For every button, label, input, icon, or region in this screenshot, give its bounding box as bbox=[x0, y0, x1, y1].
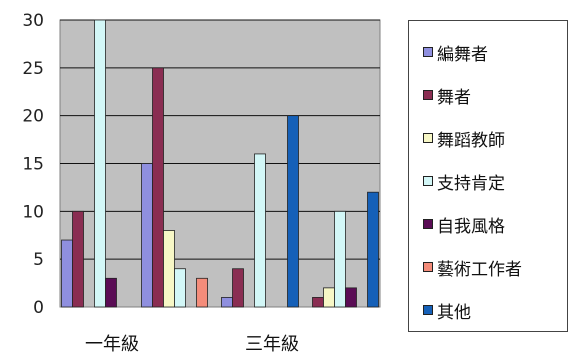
bar-1-2 bbox=[232, 268, 244, 308]
bar-4-3 bbox=[345, 287, 357, 308]
y-axis-ticks: 0 5 10 15 20 25 30 bbox=[22, 11, 44, 318]
legend-swatch bbox=[423, 90, 433, 100]
bar-0-1 bbox=[141, 163, 153, 308]
category-label: 一年級 bbox=[85, 334, 139, 355]
legend-label: 自我風格 bbox=[437, 216, 505, 237]
bar-3-0 bbox=[94, 19, 106, 308]
legend-item: 編舞者 bbox=[423, 39, 488, 65]
y-tick-label: 25 bbox=[22, 59, 44, 79]
y-tick-label: 0 bbox=[33, 298, 44, 318]
bar-6-3 bbox=[367, 191, 379, 308]
legend-label: 支持肯定 bbox=[437, 173, 505, 194]
legend-swatch bbox=[423, 176, 433, 186]
category-label: 三年級 bbox=[245, 334, 299, 355]
legend-label: 舞蹈教師 bbox=[437, 130, 505, 151]
legend-label: 藝術工作者 bbox=[437, 259, 522, 280]
legend: 編舞者舞者舞蹈教師支持肯定自我風格藝術工作者其他 bbox=[408, 20, 568, 332]
bar-5-1 bbox=[196, 277, 208, 308]
legend-swatch bbox=[423, 219, 433, 229]
bar-0-0 bbox=[61, 239, 73, 308]
bar-2-1 bbox=[163, 230, 175, 308]
legend-item: 自我風格 bbox=[423, 211, 505, 237]
y-tick-label: 30 bbox=[22, 11, 44, 31]
bar-1-1 bbox=[152, 67, 164, 308]
legend-item: 藝術工作者 bbox=[423, 254, 522, 280]
legend-item: 支持肯定 bbox=[423, 168, 505, 194]
legend-label: 其他 bbox=[437, 302, 471, 323]
legend-label: 舞者 bbox=[437, 87, 471, 108]
bar-3-3 bbox=[334, 210, 346, 308]
bar-4-0 bbox=[105, 277, 117, 308]
legend-item: 其他 bbox=[423, 297, 471, 323]
bars bbox=[61, 19, 379, 308]
legend-swatch bbox=[423, 47, 433, 57]
legend-label: 編舞者 bbox=[437, 44, 488, 65]
bar-3-2 bbox=[254, 153, 266, 308]
y-tick-label: 5 bbox=[33, 250, 44, 270]
legend-swatch bbox=[423, 133, 433, 143]
y-tick-label: 20 bbox=[22, 107, 44, 127]
y-tick-label: 15 bbox=[22, 155, 44, 175]
x-axis-categories: 一年級 三年級 bbox=[85, 334, 299, 355]
bar-2-3 bbox=[323, 287, 335, 308]
y-tick-label: 10 bbox=[22, 202, 44, 222]
legend-swatch bbox=[423, 262, 433, 272]
gridlines bbox=[60, 19, 380, 260]
legend-item: 舞者 bbox=[423, 82, 471, 108]
bar-3-1 bbox=[174, 268, 186, 308]
legend-item: 舞蹈教師 bbox=[423, 125, 505, 151]
bar-1-0 bbox=[72, 210, 84, 308]
bar-0-2 bbox=[221, 297, 233, 308]
bar-1-3 bbox=[312, 297, 324, 308]
legend-swatch bbox=[423, 305, 433, 315]
bar-6-2 bbox=[287, 115, 299, 308]
